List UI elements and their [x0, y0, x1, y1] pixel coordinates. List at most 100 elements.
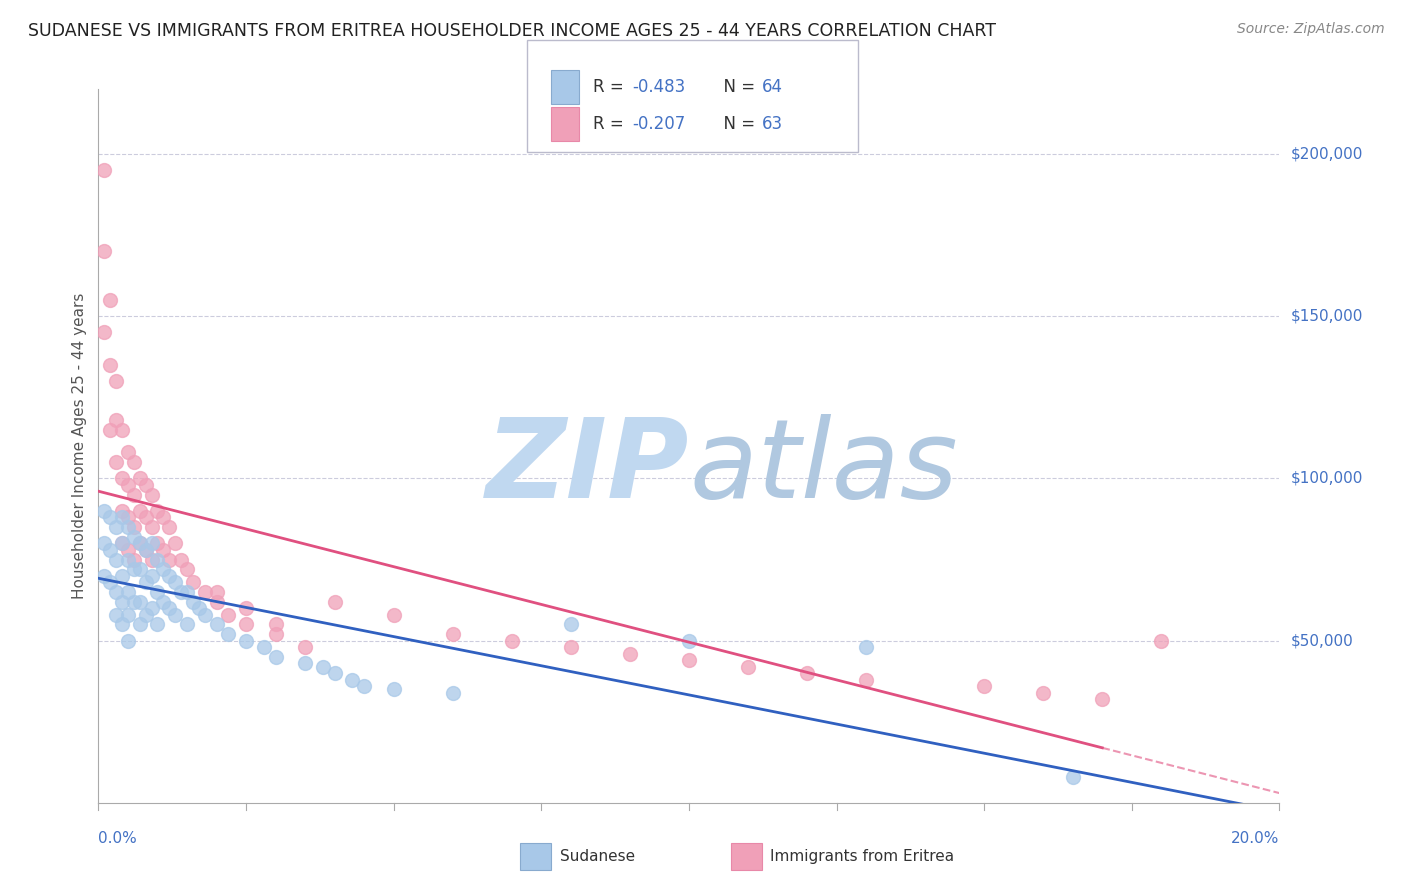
Point — [111, 510, 134, 524]
Point — [170, 585, 193, 599]
Point — [135, 607, 157, 622]
Point — [128, 617, 150, 632]
Point — [111, 617, 134, 632]
Point — [855, 640, 877, 654]
Point — [737, 659, 759, 673]
Point — [678, 633, 700, 648]
Point — [98, 542, 121, 557]
Point — [135, 542, 157, 557]
Point — [141, 536, 163, 550]
Point — [187, 601, 209, 615]
Point — [117, 552, 139, 566]
Point — [165, 536, 187, 550]
Point — [176, 585, 198, 599]
Point — [111, 504, 134, 518]
Point — [152, 562, 174, 576]
Point — [253, 640, 276, 654]
Text: R =: R = — [593, 78, 630, 95]
Point — [235, 601, 257, 615]
Point — [122, 455, 145, 469]
Point — [105, 585, 128, 599]
Point — [323, 666, 346, 681]
Point — [973, 679, 995, 693]
Point — [93, 244, 115, 259]
Text: SUDANESE VS IMMIGRANTS FROM ERITREA HOUSEHOLDER INCOME AGES 25 - 44 YEARS CORREL: SUDANESE VS IMMIGRANTS FROM ERITREA HOUS… — [28, 22, 995, 40]
Point — [105, 552, 128, 566]
Point — [117, 542, 139, 557]
Point — [105, 520, 128, 534]
Point — [441, 685, 464, 699]
Point — [217, 607, 239, 622]
Point — [128, 536, 150, 550]
Text: $200,000: $200,000 — [1291, 146, 1362, 161]
Text: -0.483: -0.483 — [633, 78, 686, 95]
Point — [98, 358, 121, 372]
Point — [157, 568, 180, 582]
Point — [217, 627, 239, 641]
Point — [128, 595, 150, 609]
Point — [205, 585, 228, 599]
Point — [165, 575, 187, 590]
Text: Sudanese: Sudanese — [560, 849, 634, 863]
Point — [501, 633, 523, 648]
Point — [157, 552, 180, 566]
Point — [157, 520, 180, 534]
Point — [441, 627, 464, 641]
Point — [1150, 633, 1173, 648]
Point — [117, 445, 139, 459]
Point — [111, 536, 134, 550]
Point — [264, 627, 287, 641]
Point — [111, 568, 134, 582]
Point — [205, 617, 228, 632]
Point — [312, 659, 335, 673]
Point — [294, 657, 316, 671]
Point — [176, 562, 198, 576]
Point — [128, 504, 150, 518]
Point — [117, 478, 139, 492]
Point — [105, 413, 128, 427]
Text: 63: 63 — [762, 115, 783, 133]
Point — [342, 673, 364, 687]
Point — [98, 423, 121, 437]
Point — [560, 640, 582, 654]
Point — [176, 617, 198, 632]
Point — [128, 562, 150, 576]
Point — [157, 601, 180, 615]
Text: atlas: atlas — [689, 414, 957, 521]
Point — [98, 575, 121, 590]
Point — [1062, 770, 1084, 784]
Point — [152, 542, 174, 557]
Point — [111, 536, 134, 550]
Point — [111, 423, 134, 437]
Point — [141, 568, 163, 582]
Point — [235, 633, 257, 648]
Text: $150,000: $150,000 — [1291, 309, 1362, 324]
Point — [152, 595, 174, 609]
Point — [141, 601, 163, 615]
Point — [146, 585, 169, 599]
Point — [205, 595, 228, 609]
Text: Immigrants from Eritrea: Immigrants from Eritrea — [770, 849, 955, 863]
Point — [93, 568, 115, 582]
Point — [194, 585, 217, 599]
Point — [146, 504, 169, 518]
Point — [382, 607, 405, 622]
Point — [135, 478, 157, 492]
Point — [560, 617, 582, 632]
Point — [235, 617, 257, 632]
Point — [181, 595, 204, 609]
Point — [111, 595, 134, 609]
Point — [105, 455, 128, 469]
Point — [135, 575, 157, 590]
Point — [264, 617, 287, 632]
Point — [146, 536, 169, 550]
Point — [98, 510, 121, 524]
Point — [1032, 685, 1054, 699]
Point — [152, 510, 174, 524]
Point — [678, 653, 700, 667]
Point — [619, 647, 641, 661]
Point — [117, 510, 139, 524]
Point — [93, 163, 115, 178]
Point — [117, 607, 139, 622]
Point — [122, 595, 145, 609]
